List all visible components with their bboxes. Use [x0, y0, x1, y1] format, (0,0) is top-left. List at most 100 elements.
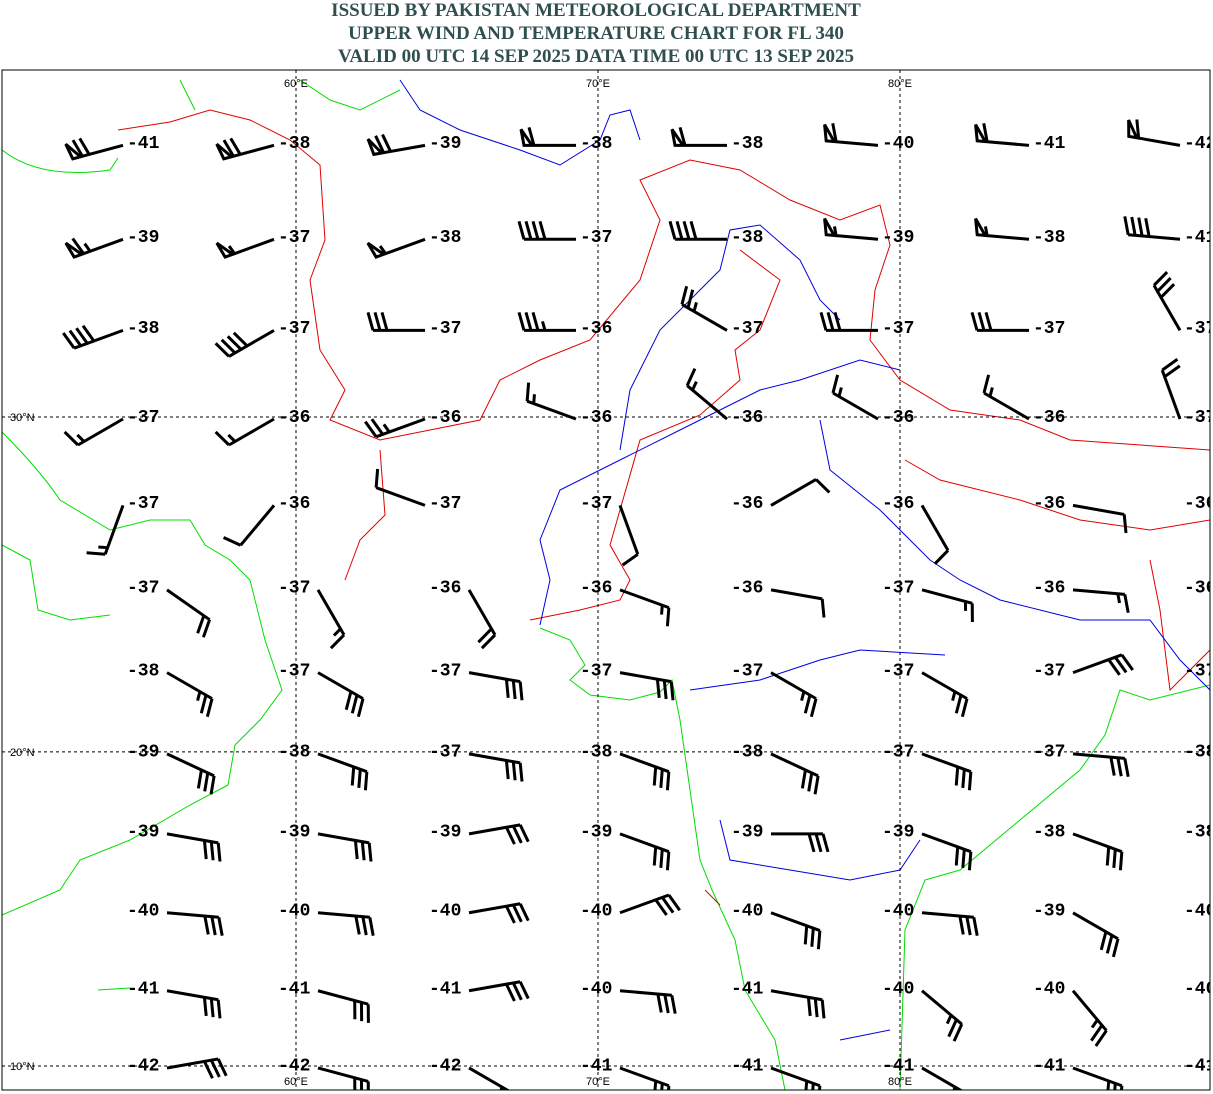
wind-barb — [316, 589, 346, 650]
temperature-label: -38 — [429, 228, 461, 248]
temperature-label: -41 — [731, 1057, 764, 1077]
lon-label: 60°E — [284, 78, 308, 90]
map-area: -41 -38 -39 -38 -38 -40 -41 -42 -39 -37 -38 -37 -38 -… — [2, 70, 1213, 1090]
wind-barb — [166, 1057, 228, 1079]
temperature-label: -40 — [278, 902, 310, 922]
wind-barb — [214, 329, 275, 358]
temperature-label: -41 — [1033, 1057, 1066, 1077]
temperature-label: -42 — [127, 1057, 159, 1077]
temperature-label: -39 — [127, 743, 159, 763]
temperature-label: -39 — [731, 823, 763, 843]
wind-barb — [519, 126, 576, 147]
temperature-label: -41 — [731, 980, 764, 1000]
wind-barb — [374, 468, 426, 507]
temperature-label: -41 — [278, 980, 311, 1000]
wind-barb — [317, 989, 370, 1023]
temperature-label: -37 — [882, 579, 914, 599]
temperature-label: -38 — [1184, 823, 1213, 843]
wind-barb — [468, 980, 530, 1002]
temperature-label: -37 — [882, 319, 914, 339]
temperature-label: -41 — [580, 1057, 613, 1077]
wind-barb — [468, 1066, 511, 1090]
wind-barb — [1072, 588, 1130, 614]
temperature-label: -40 — [882, 902, 914, 922]
temperature-label: -38 — [278, 134, 310, 154]
lon-label: 80°E — [888, 78, 912, 90]
temperature-label: -41 — [127, 980, 160, 1000]
wind-barb — [317, 832, 373, 862]
wind-barb — [468, 902, 530, 924]
wind-barb — [770, 752, 820, 795]
wind-barb — [770, 1066, 822, 1090]
wind-barb — [921, 832, 973, 871]
temperature-label: -38 — [127, 661, 159, 681]
wind-barb — [982, 374, 1030, 421]
wind-barb — [770, 478, 831, 507]
temperature-label: -37 — [127, 494, 159, 514]
temperature-label: -39 — [429, 823, 461, 843]
wind-barb — [970, 311, 1029, 332]
temperature-label: -38 — [127, 319, 159, 339]
wind-barb — [619, 1066, 671, 1090]
temperature-label: -36 — [580, 319, 612, 339]
wind-barb — [831, 374, 879, 421]
temperature-label: -38 — [1184, 743, 1213, 763]
wind-barb — [62, 324, 124, 350]
wind-barb — [974, 123, 1030, 147]
temperature-label: -40 — [429, 902, 461, 922]
wind-barb — [771, 832, 830, 853]
temperature-label: -42 — [278, 1057, 310, 1077]
temperature-label: -40 — [127, 902, 159, 922]
temperature-label: -37 — [278, 579, 310, 599]
wind-barb — [921, 588, 974, 623]
river — [399, 79, 1210, 1041]
wind-barb — [525, 382, 577, 421]
wind-barb — [64, 237, 124, 259]
temperature-label: -38 — [1033, 228, 1065, 248]
border — [117, 109, 1210, 906]
temperature-label: -37 — [127, 579, 159, 599]
temperature-label: -36 — [882, 408, 914, 428]
temperature-label: -36 — [1033, 494, 1065, 514]
wind-barb — [468, 671, 524, 701]
temperature-label: -37 — [429, 661, 461, 681]
temperature-label: -39 — [127, 823, 159, 843]
wind-barb — [215, 237, 275, 259]
temperature-label: -40 — [580, 902, 612, 922]
wind-barb — [1072, 653, 1134, 676]
temperature-label: -37 — [278, 661, 310, 681]
temperature-label: -37 — [1184, 661, 1213, 681]
wind-barb — [166, 671, 214, 718]
wind-barb — [63, 417, 124, 447]
temperature-label: -37 — [1033, 661, 1065, 681]
wind-barb — [317, 752, 369, 791]
wind-barb — [619, 893, 681, 916]
wind-barb — [1072, 911, 1120, 958]
temperature-label: -39 — [278, 823, 310, 843]
wind-barb — [670, 126, 727, 147]
temperature-label: -38 — [1033, 823, 1065, 843]
wind-barb — [1072, 1066, 1124, 1090]
temperature-label: -37 — [580, 661, 612, 681]
wind-barb — [770, 989, 826, 1019]
temperature-label: -36 — [731, 408, 763, 428]
temperature-label: -38 — [731, 228, 763, 248]
temperature-label: -37 — [1033, 319, 1065, 339]
lon-label: 60°E — [284, 1076, 308, 1088]
temperature-label: -37 — [429, 494, 461, 514]
temperature-label: -37 — [127, 408, 159, 428]
temperature-label: -37 — [882, 743, 914, 763]
temperature-label: -37 — [1184, 319, 1213, 339]
temperature-label: -36 — [1033, 579, 1065, 599]
wind-barb — [1123, 216, 1181, 241]
coastline — [2, 79, 1210, 1090]
temperature-label: -38 — [731, 134, 763, 154]
wind-barb — [921, 671, 969, 718]
lat-label: 30°N — [10, 412, 35, 424]
temperature-label: -41 — [429, 980, 462, 1000]
temperature-label: -36 — [278, 408, 310, 428]
wind-barb — [619, 752, 671, 791]
temperature-label: -37 — [580, 494, 612, 514]
wind-barb — [1152, 270, 1182, 332]
temperature-label: -36 — [1033, 408, 1065, 428]
